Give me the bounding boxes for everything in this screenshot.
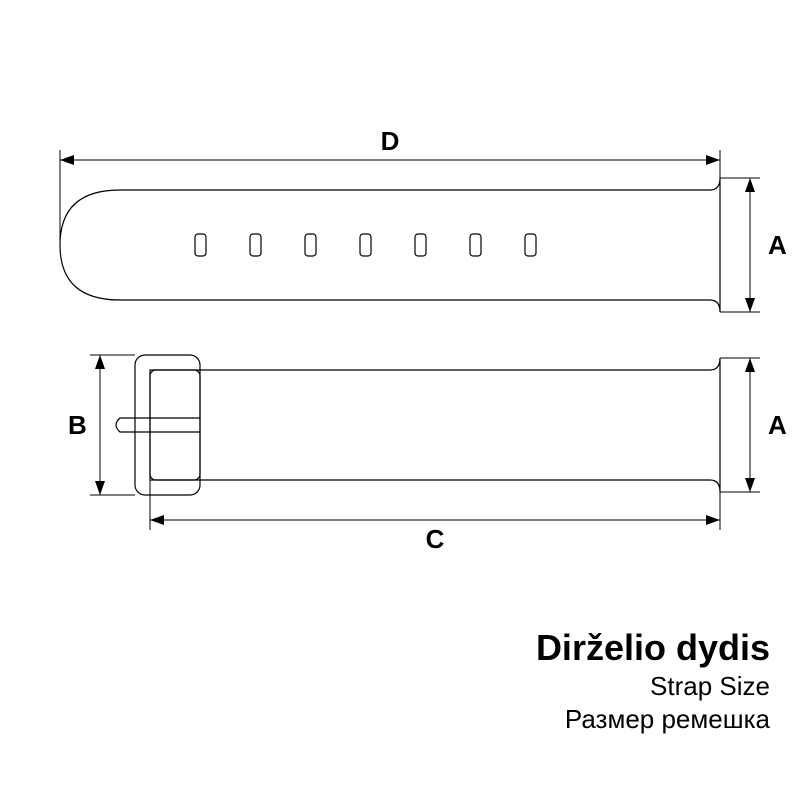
title-line3: Размер ремешка bbox=[565, 704, 771, 734]
bottom-strap bbox=[116, 355, 720, 495]
dim-B: B bbox=[68, 355, 135, 495]
label-A-bottom: A bbox=[768, 410, 787, 440]
strap-size-diagram: D A A B C Dirželio dydis S bbox=[0, 0, 800, 800]
label-D: D bbox=[381, 126, 400, 156]
label-C: C bbox=[426, 524, 445, 554]
dim-A-top: A bbox=[720, 178, 787, 312]
strap-holes bbox=[195, 234, 536, 256]
label-A-top: A bbox=[768, 230, 787, 260]
dim-C: C bbox=[150, 480, 720, 554]
buckle bbox=[116, 355, 200, 495]
title-line1: Dirželio dydis bbox=[536, 627, 770, 668]
top-strap bbox=[60, 178, 720, 312]
dim-A-bottom: A bbox=[720, 358, 787, 492]
title-block: Dirželio dydis Strap Size Размер ремешка bbox=[536, 627, 771, 734]
dim-D: D bbox=[60, 126, 720, 245]
title-line2: Strap Size bbox=[650, 671, 770, 701]
label-B: B bbox=[68, 410, 87, 440]
